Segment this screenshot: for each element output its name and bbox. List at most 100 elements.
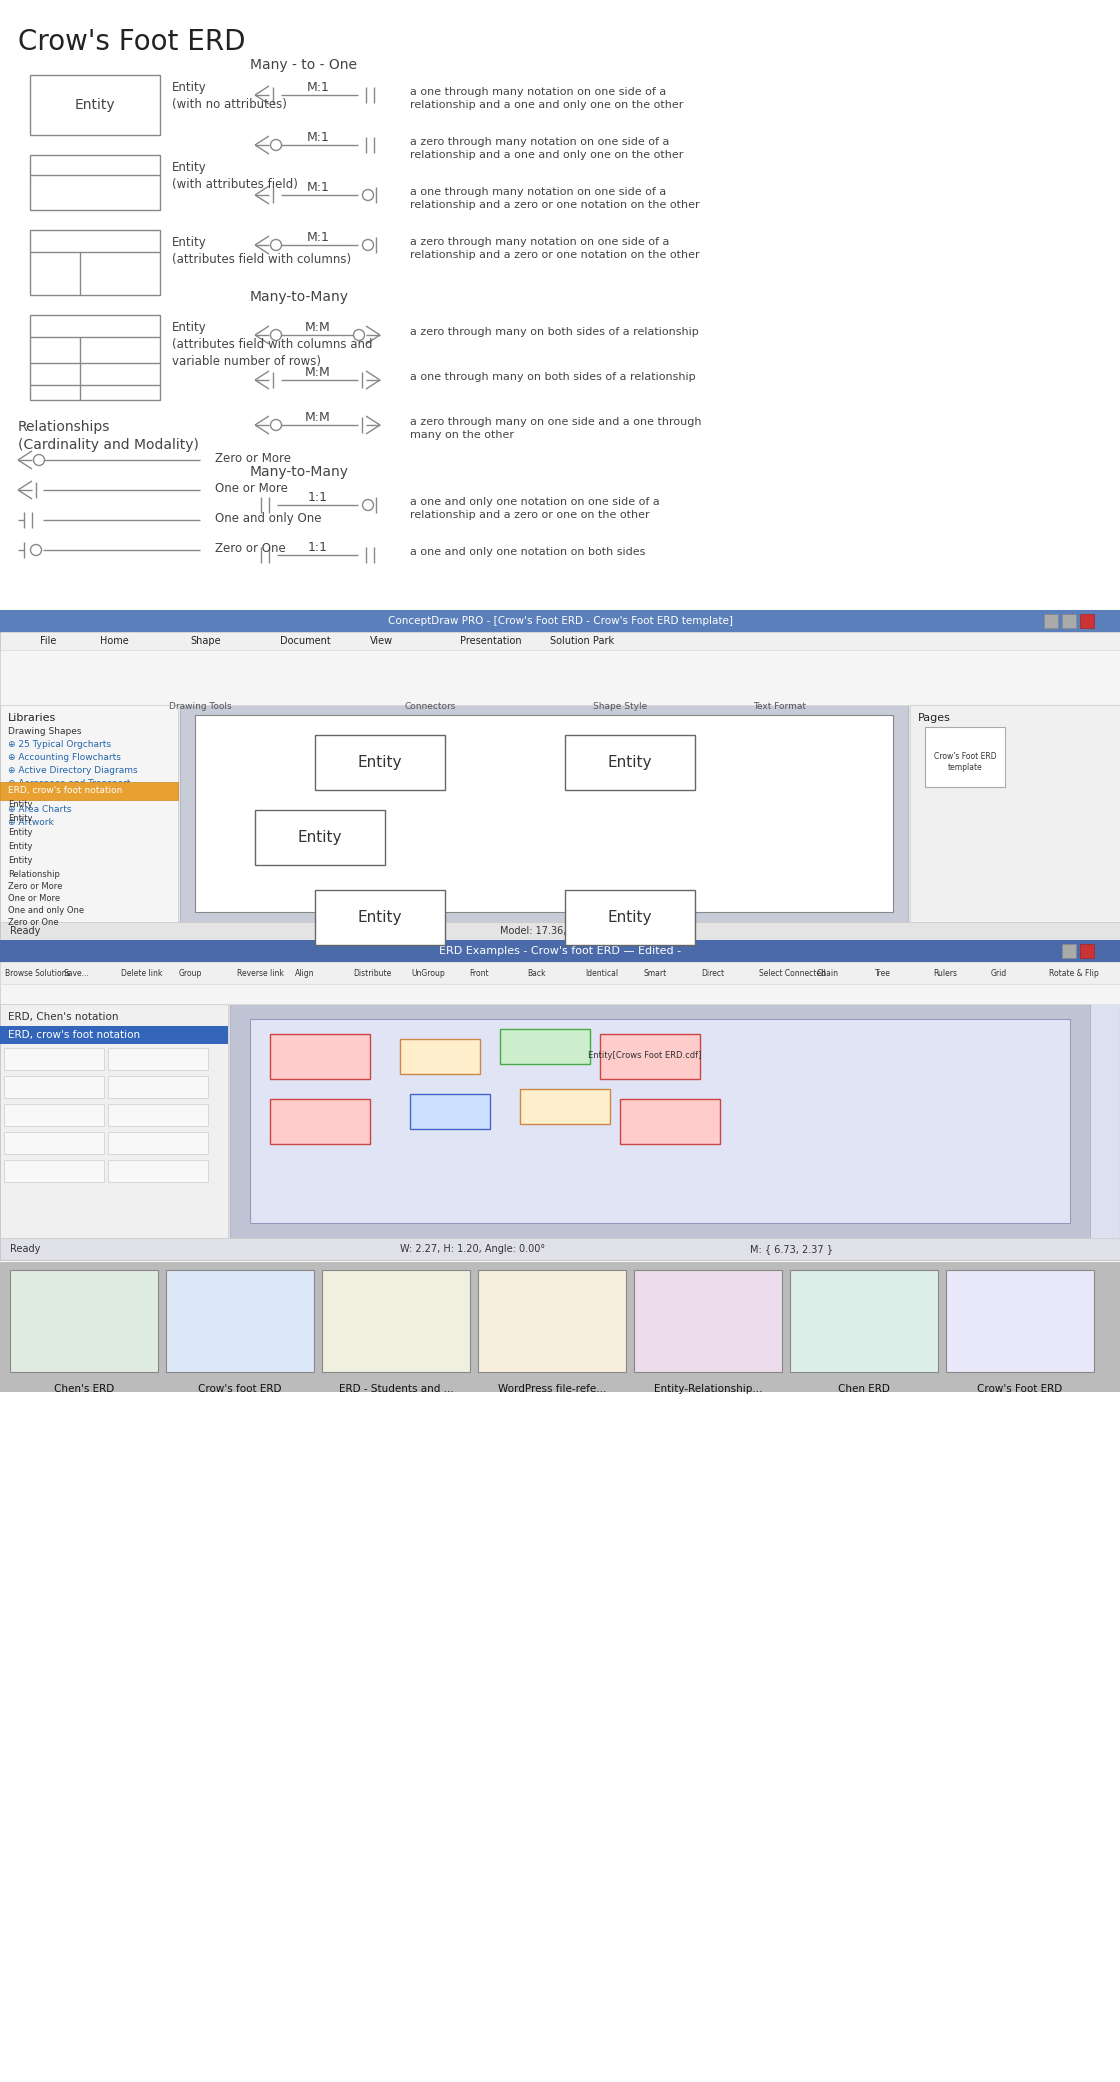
- Bar: [0, 922, 1120, 939]
- Text: Libraries: Libraries: [8, 712, 56, 722]
- Text: a one through many on both sides of a relationship: a one through many on both sides of a re…: [410, 373, 696, 381]
- Bar: [4, 1160, 104, 1183]
- Text: 1:1: 1:1: [308, 541, 328, 554]
- Bar: [4, 1076, 104, 1097]
- Text: ConceptDraw PRO - [Crow's Foot ERD - Crow's Foot ERD template]: ConceptDraw PRO - [Crow's Foot ERD - Cro…: [388, 616, 732, 627]
- Text: Text Format: Text Format: [754, 702, 806, 710]
- Text: Model: 17.36, 6.17 | mm: Model: 17.36, 6.17 | mm: [501, 926, 619, 937]
- Text: Document: Document: [280, 635, 330, 645]
- Bar: [620, 1099, 720, 1143]
- Bar: [634, 1270, 782, 1372]
- Bar: [478, 1270, 626, 1372]
- Text: Many-to-Many: Many-to-Many: [250, 464, 349, 479]
- Text: W: 2.27, H: 1.20, Angle: 0.00°: W: 2.27, H: 1.20, Angle: 0.00°: [400, 1245, 545, 1253]
- Bar: [564, 735, 696, 789]
- Text: ERD, Chen's notation: ERD, Chen's notation: [8, 1012, 119, 1022]
- Text: Chen ERD: Chen ERD: [838, 1385, 890, 1395]
- Text: M:1: M:1: [307, 81, 329, 94]
- Text: UnGroup: UnGroup: [411, 968, 445, 979]
- Text: Crow's Foot ERD
template: Crow's Foot ERD template: [934, 752, 997, 772]
- Text: a one and only one notation on both sides: a one and only one notation on both side…: [410, 548, 645, 558]
- Bar: [500, 1029, 590, 1064]
- Text: Entity: Entity: [8, 856, 32, 864]
- Text: Drawing Tools: Drawing Tools: [169, 702, 232, 710]
- Text: Smart: Smart: [643, 968, 666, 979]
- Text: Rulers: Rulers: [933, 968, 956, 979]
- Bar: [0, 1262, 1120, 1393]
- Bar: [0, 1239, 1120, 1260]
- Bar: [108, 1103, 208, 1126]
- Bar: [166, 1270, 314, 1372]
- Text: ⊕ 25 Typical Orgcharts: ⊕ 25 Typical Orgcharts: [8, 739, 111, 750]
- Bar: [180, 706, 908, 922]
- Text: ⊕ Aerospace and Transport: ⊕ Aerospace and Transport: [8, 779, 131, 787]
- Text: Direct: Direct: [701, 968, 725, 979]
- Text: ERD - Students and ...: ERD - Students and ...: [338, 1385, 454, 1395]
- Text: M:1: M:1: [307, 131, 329, 144]
- Bar: [315, 889, 445, 945]
- Text: WordPress file-refe...: WordPress file-refe...: [497, 1385, 606, 1395]
- Bar: [1080, 943, 1094, 958]
- Text: Grid: Grid: [991, 968, 1007, 979]
- Bar: [0, 985, 1120, 1004]
- Bar: [520, 1089, 610, 1124]
- Text: Many-to-Many: Many-to-Many: [250, 289, 349, 304]
- Text: Relationships
(Cardinality and Modality): Relationships (Cardinality and Modality): [18, 421, 199, 452]
- Text: Entity: Entity: [8, 799, 32, 810]
- Text: Many - to - One: Many - to - One: [250, 58, 357, 73]
- Text: M:1: M:1: [307, 231, 329, 244]
- Bar: [4, 1103, 104, 1126]
- Circle shape: [363, 239, 373, 250]
- Bar: [270, 1035, 370, 1078]
- Text: Pages: Pages: [918, 712, 951, 722]
- Text: Reverse link: Reverse link: [237, 968, 283, 979]
- Text: M:M: M:M: [305, 410, 330, 425]
- Text: Entity
(with attributes field): Entity (with attributes field): [172, 160, 298, 192]
- Text: Zero or More: Zero or More: [215, 452, 291, 464]
- Text: Connectors: Connectors: [404, 702, 456, 710]
- Text: File: File: [40, 635, 56, 645]
- Bar: [30, 229, 160, 296]
- Bar: [909, 706, 1120, 922]
- Bar: [0, 1026, 228, 1043]
- Text: Entity: Entity: [8, 841, 32, 852]
- Text: a one and only one notation on one side of a
relationship and a zero or one on t: a one and only one notation on one side …: [410, 498, 660, 520]
- Bar: [108, 1047, 208, 1070]
- Text: Shape: Shape: [190, 635, 221, 645]
- Circle shape: [34, 454, 45, 466]
- Text: Entity
(with no attributes): Entity (with no attributes): [172, 81, 287, 110]
- Bar: [564, 889, 696, 945]
- Circle shape: [354, 329, 364, 341]
- Text: One or More: One or More: [8, 893, 60, 904]
- Text: Entity-Relationship...: Entity-Relationship...: [654, 1385, 763, 1395]
- Bar: [10, 1270, 158, 1372]
- Bar: [400, 1039, 480, 1074]
- Bar: [30, 154, 160, 210]
- Text: Delete link: Delete link: [121, 968, 162, 979]
- Text: Back: Back: [528, 968, 545, 979]
- Bar: [255, 810, 385, 864]
- Text: M: { 6.73, 2.37 }: M: { 6.73, 2.37 }: [750, 1245, 833, 1253]
- Text: Drawing Shapes: Drawing Shapes: [8, 727, 82, 737]
- Bar: [0, 610, 1120, 939]
- Text: Entity: Entity: [8, 829, 32, 837]
- Circle shape: [363, 500, 373, 510]
- Text: Relationship: Relationship: [8, 870, 59, 879]
- Text: Entity: Entity: [75, 98, 115, 112]
- Bar: [0, 633, 1120, 650]
- Text: Entity
(attributes field with columns and
variable number of rows): Entity (attributes field with columns an…: [172, 321, 373, 369]
- Text: Align: Align: [295, 968, 315, 979]
- Text: ⊕ Area Charts: ⊕ Area Charts: [8, 806, 72, 814]
- Text: One and only One: One and only One: [8, 906, 84, 914]
- Text: Rotate & Flip: Rotate & Flip: [1049, 968, 1099, 979]
- Text: Home: Home: [100, 635, 129, 645]
- Bar: [195, 714, 893, 912]
- Bar: [0, 706, 178, 922]
- Bar: [0, 783, 178, 799]
- Bar: [108, 1076, 208, 1097]
- Bar: [0, 610, 1120, 633]
- Bar: [946, 1270, 1094, 1372]
- Bar: [30, 314, 160, 400]
- Bar: [108, 1160, 208, 1183]
- Bar: [1062, 614, 1076, 629]
